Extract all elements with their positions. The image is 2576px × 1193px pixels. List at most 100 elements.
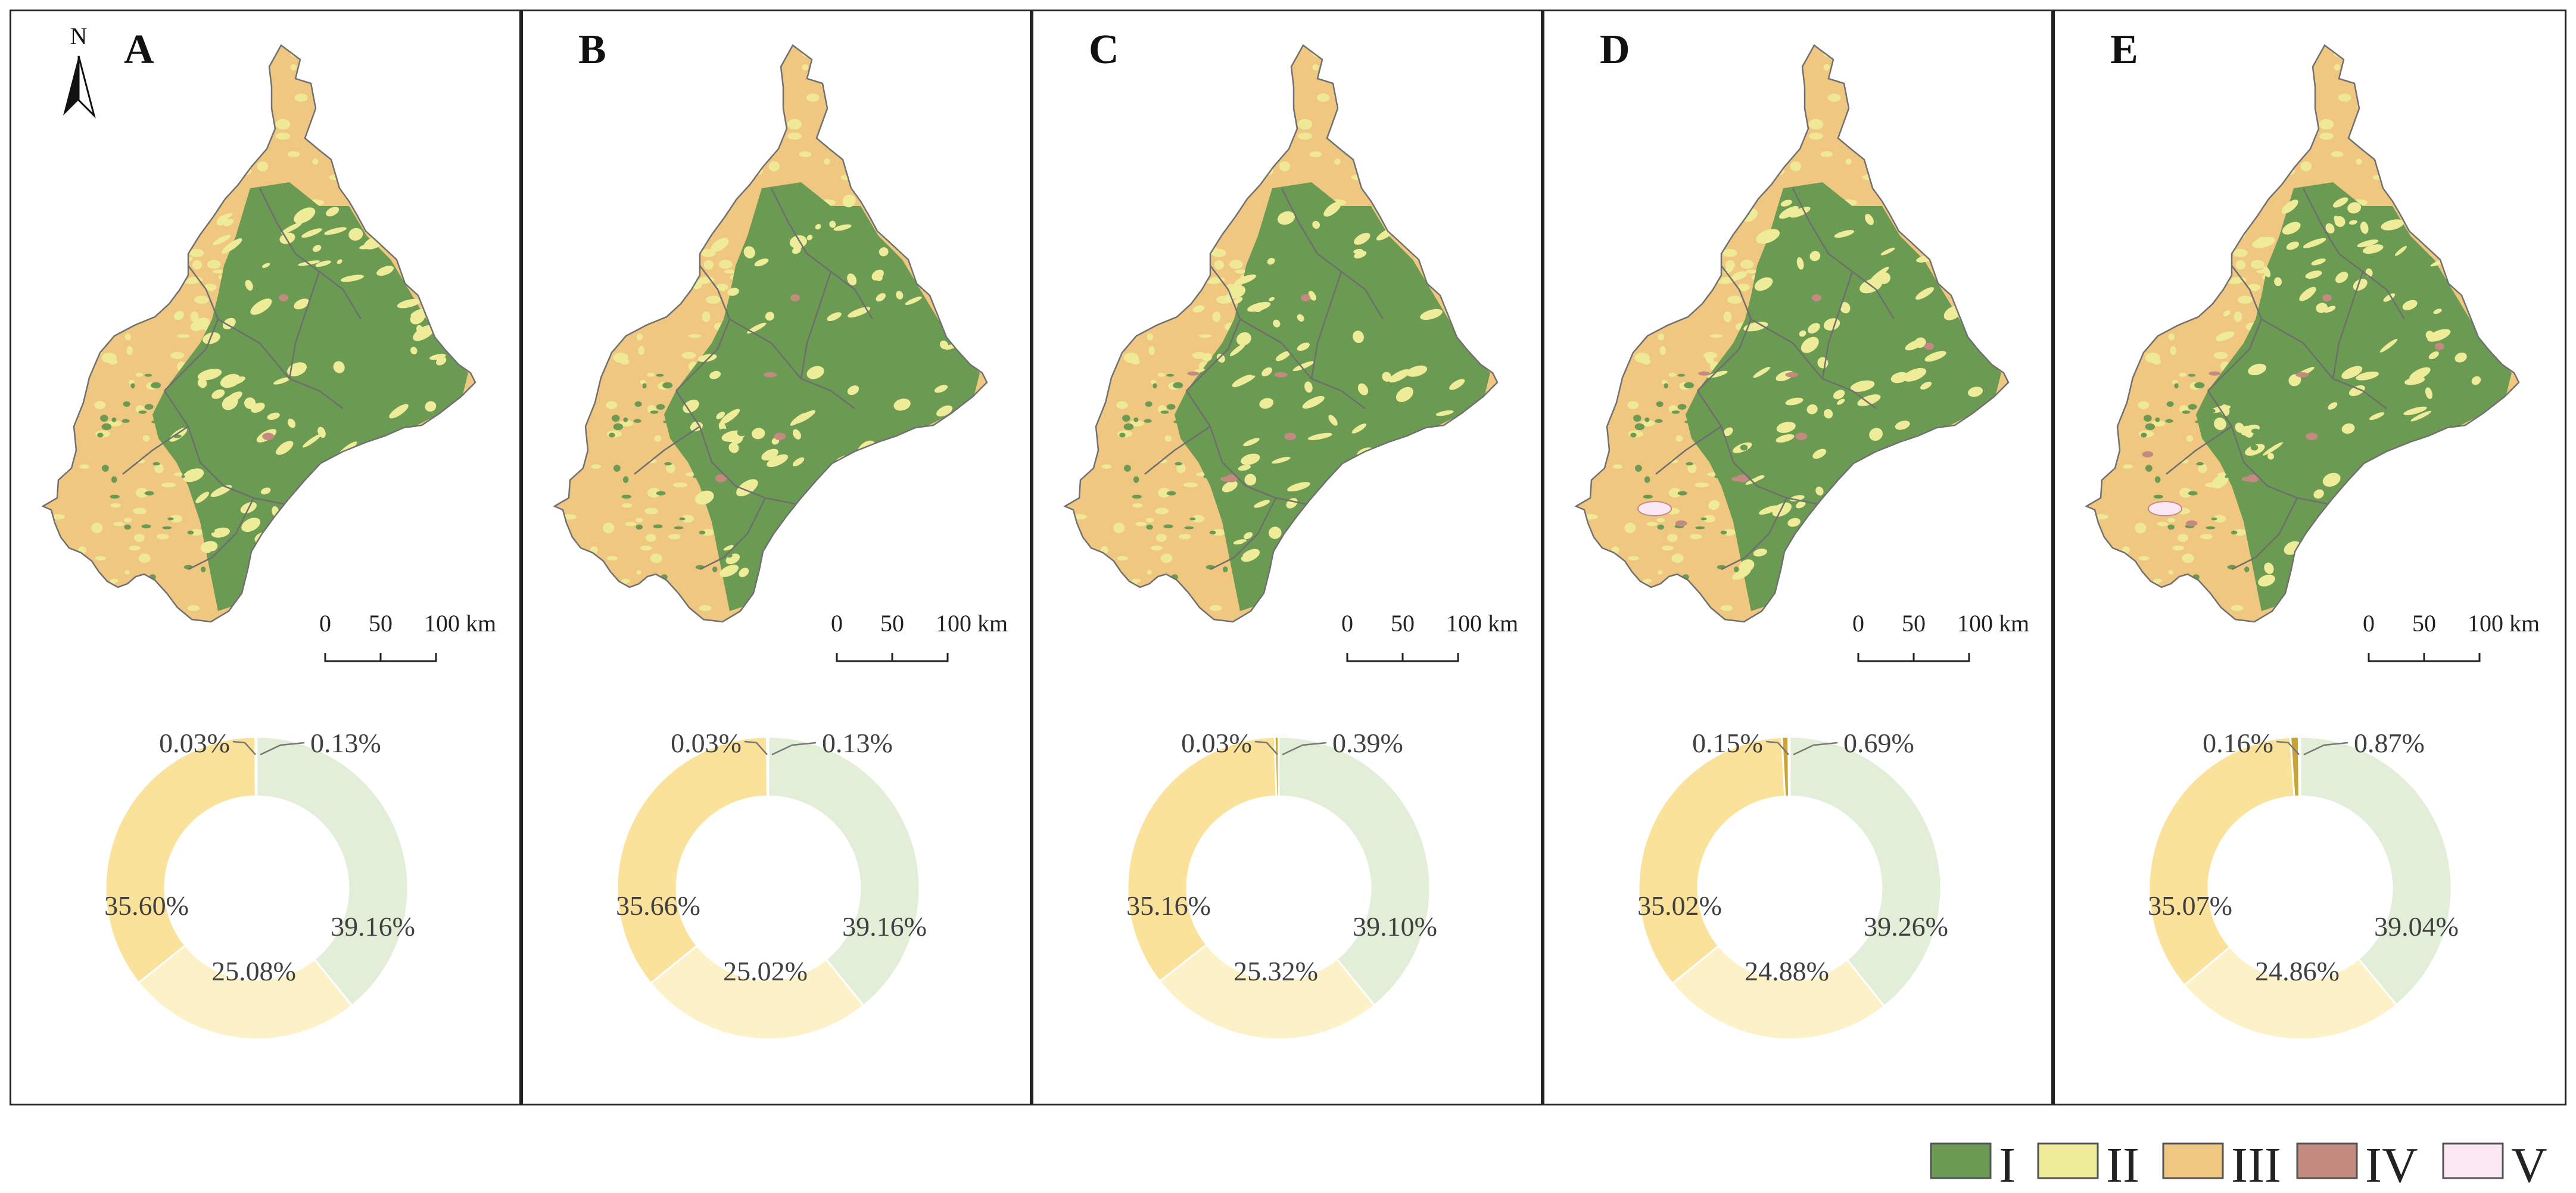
zone-II-patch [842,194,856,207]
zone-II-patch [2262,266,2271,278]
zone-II-patch [1922,575,1932,585]
zone-II-patch [2147,108,2161,114]
zone-II-patch [1133,174,1144,185]
zone-I-area [2196,182,2512,611]
zone-II-patch [408,550,421,557]
zone-II-patch [2086,511,2097,520]
zone-II-patch [2165,74,2173,80]
zone-I-patch [1133,417,1139,422]
zone-I-patch [187,530,194,535]
zone-II-patch [1312,220,1320,229]
zone-II-patch [1583,124,1591,129]
zone-I-patch [1644,476,1650,483]
zone-II-patch [1680,240,1695,248]
zone-II-patch [303,597,313,603]
zone-II-patch [189,248,204,257]
zone-II-patch [640,546,652,551]
zone-II-patch [939,586,948,592]
zone-II-patch [1668,372,1676,377]
zone-II-patch [2490,446,2500,455]
panel-frame [1032,10,1543,1105]
zone-II-patch [170,351,185,359]
zone-I-patch [1223,566,1228,572]
map-outline [41,44,476,623]
zone-I-patch [144,404,154,410]
zone-II-patch [2450,548,2467,561]
zone-II-patch [1297,119,1313,130]
zone-II-patch [2303,238,2326,248]
zone-I-patch [2154,476,2161,483]
zone-I-patch [1145,401,1152,407]
zone-II-patch [2215,331,2235,341]
zone-II-patch [352,182,366,191]
zone-II-patch [2383,293,2396,302]
zone-II-patch [222,317,236,329]
zone-II-patch [323,565,329,576]
zone-II-patch [1435,410,1454,416]
zone-I-patch [612,415,620,422]
zone-II-patch [91,522,103,534]
zone-II-patch [2497,507,2504,516]
zone-II-patch [2452,550,2465,557]
zone-II-patch [1452,525,1466,532]
zone-I-patch [2144,415,2152,422]
zone-II-patch [2101,362,2110,367]
zone-II-patch [2476,490,2482,496]
zone-II-patch [66,125,76,133]
zone-II-patch [1427,221,1445,233]
zone-II-patch [2135,522,2147,534]
donut-label-III: 35.02% [1637,890,1722,921]
zone-I-patch [123,401,130,407]
zone-II-patch [2128,292,2133,300]
zone-II-patch [577,125,588,133]
zone-IV-patch [1301,294,1310,301]
zone-II-patch [198,60,204,71]
zone-II-patch [1297,342,1310,351]
zone-II-patch [2394,245,2407,256]
zone-II-patch [1964,287,1988,296]
zone-II-patch [2190,240,2206,248]
zone-II-patch [305,572,317,582]
zone-II-patch [2132,244,2141,251]
zone-II-patch [132,122,146,133]
zone-II-patch [104,261,114,272]
zone-IV-patch [360,484,372,492]
panel-e: E 0 50 100 km 39.04% 24.86% 35.07% 0.87% 0.16% [2053,10,2566,1105]
zone-II-patch [2213,351,2228,359]
zone-II-patch [1713,68,1722,72]
zone-IV-patch [774,432,786,440]
zone-II-patch [1069,431,1078,437]
scale-bar-tick-label: 100 km [2468,610,2540,637]
zone-II-patch [2429,84,2437,89]
zone-II-patch [1327,572,1340,582]
zone-II-patch [846,535,868,549]
zone-II-patch [702,311,711,322]
zone-II-patch [57,444,64,453]
zone-II-patch [569,362,578,367]
zone-II-patch [2441,202,2462,219]
zone-II-patch [658,208,666,216]
zone-II-patch [562,124,569,129]
zone-II-patch [1217,207,1232,217]
zone-II-patch [1291,541,1306,553]
zone-II-patch [2440,485,2449,497]
zone-II-patch [606,401,618,409]
zone-II-patch [247,137,261,142]
zone-II-patch [333,552,348,562]
zone-II-patch [1222,54,1232,59]
zone-II-patch [2152,157,2166,166]
zone-II-patch [184,198,193,207]
zone-II-patch [236,167,252,176]
zone-I-patch [152,462,160,466]
zone-II-patch [1850,380,1875,392]
zone-II-patch [2098,282,2107,287]
zone-II-patch [43,339,55,345]
zone-II-patch [1259,49,1266,60]
zone-II-patch [1769,167,1785,176]
zone-II-patch [620,359,630,365]
zone-I-patch [656,491,666,496]
zone-II-patch [1623,234,1634,244]
zone-II-patch [761,448,778,461]
zone-I-patch [1119,432,1126,438]
zone-I-patch [162,526,172,529]
